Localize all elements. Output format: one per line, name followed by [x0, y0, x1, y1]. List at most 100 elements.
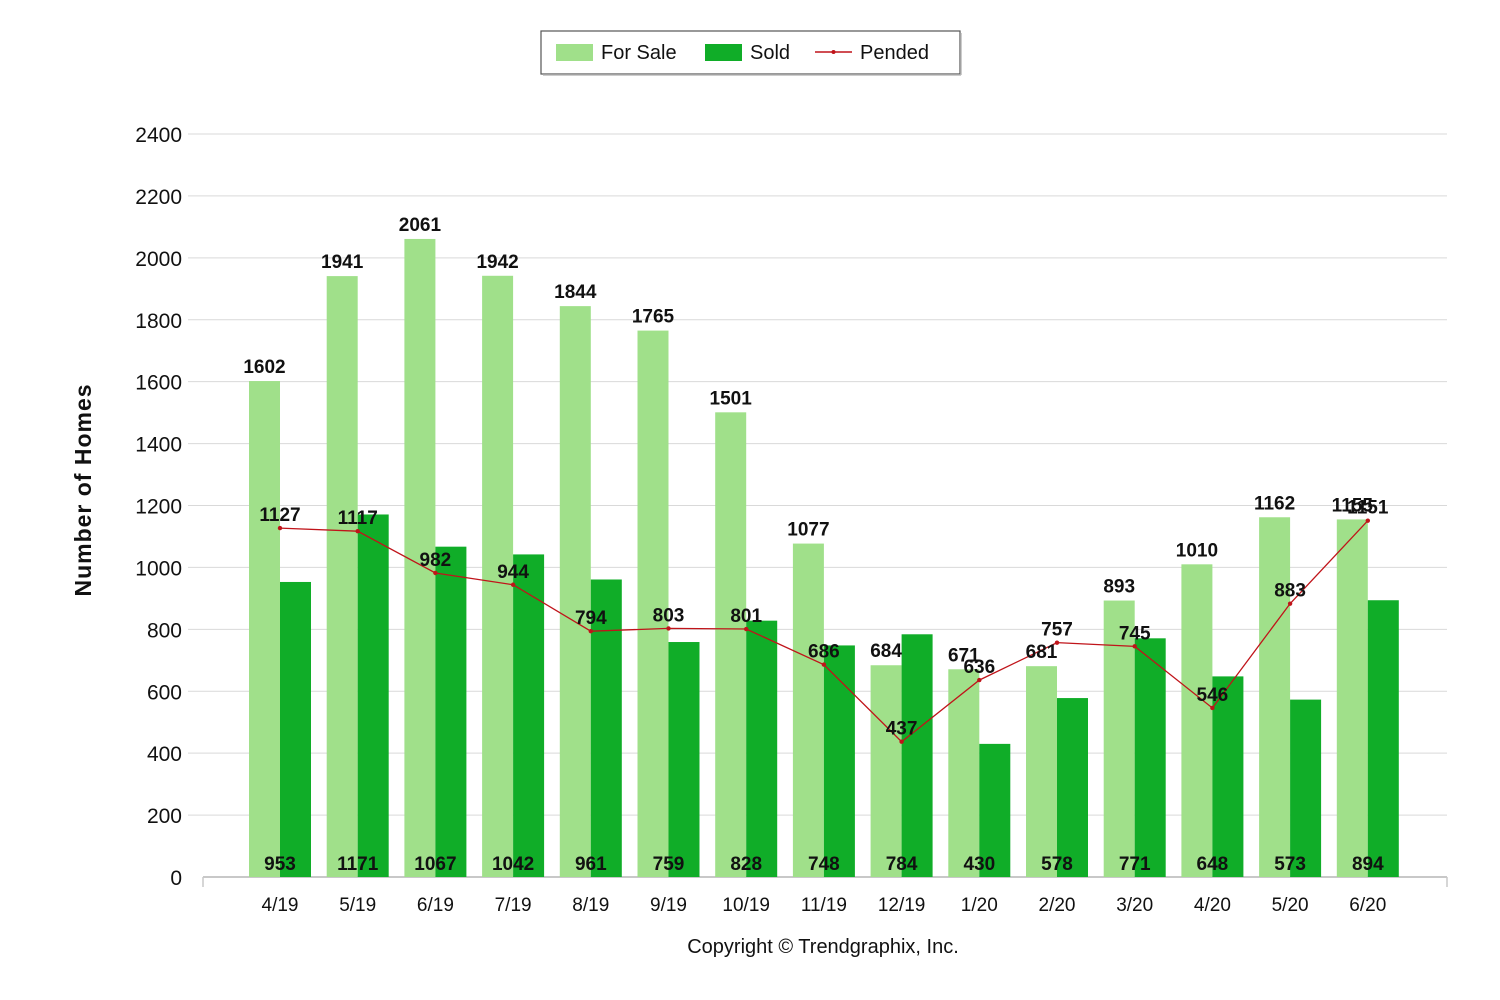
bar-sold — [668, 642, 700, 877]
data-label-pended: 794 — [575, 608, 607, 629]
x-tick-label: 5/20 — [1272, 895, 1309, 916]
bar-for-sale — [948, 669, 980, 877]
pended-point — [1287, 601, 1293, 606]
data-label-pended: 883 — [1274, 581, 1306, 602]
data-label-sold: 894 — [1352, 854, 1384, 875]
bar-sold — [590, 579, 622, 877]
data-label-sold: 771 — [1119, 854, 1151, 875]
bar-sold — [901, 634, 933, 877]
legend-swatch — [556, 44, 593, 61]
data-label-pended: 1151 — [1347, 498, 1389, 519]
bar-for-sale — [404, 238, 436, 878]
x-tick-label: 5/19 — [339, 895, 376, 916]
x-tick-label: 1/20 — [961, 895, 998, 916]
pended-point — [1132, 644, 1137, 649]
y-tick-label: 2000 — [135, 248, 182, 271]
legend-swatch — [705, 44, 742, 61]
x-tick-label: 9/19 — [650, 895, 687, 916]
data-label-sold: 953 — [264, 854, 296, 875]
pended-point — [977, 677, 982, 683]
data-label-pended: 982 — [420, 550, 452, 571]
data-label-for-sale: 1077 — [787, 520, 829, 541]
pended-point — [744, 626, 749, 632]
y-tick-label: 1800 — [135, 310, 182, 333]
data-label-pended: 1117 — [338, 508, 378, 529]
data-label-pended: 1127 — [259, 505, 300, 526]
legend-box — [540, 30, 961, 75]
data-label-pended: 803 — [653, 605, 685, 626]
legend-label: Pended — [860, 42, 929, 64]
pended-point — [1054, 640, 1060, 645]
data-label-pended: 944 — [497, 562, 529, 583]
x-tick-label: 4/20 — [1194, 895, 1231, 916]
series-sold — [280, 514, 1399, 877]
legend-label: For Sale — [601, 42, 677, 64]
bar-sold — [1134, 638, 1166, 877]
bar-sold — [979, 743, 1011, 877]
y-tick-label: 2200 — [135, 186, 182, 209]
data-label-for-sale: 1765 — [632, 307, 675, 328]
data-label-sold: 784 — [886, 854, 918, 875]
legend-label: Sold — [750, 42, 790, 64]
bar-for-sale — [870, 665, 902, 877]
data-label-for-sale: 1155 — [1332, 495, 1374, 516]
pended-point — [899, 739, 904, 744]
data-label-for-sale: 671 — [948, 645, 980, 666]
data-label-pended: 546 — [1197, 685, 1229, 706]
pended-point — [433, 570, 438, 576]
bar-for-sale — [326, 276, 358, 877]
bar-sold — [435, 546, 467, 877]
x-axis: 4/19 5/19 6/19 7/19 8/19 9/19 10/19 11/19 12/19 1… — [262, 895, 1387, 916]
data-label-pended: 636 — [963, 657, 995, 678]
bar-for-sale — [1026, 666, 1057, 877]
bar-for-sale — [1181, 564, 1213, 877]
bar-sold — [513, 554, 545, 877]
pended-point — [666, 626, 671, 631]
bar-sold — [357, 514, 389, 877]
data-label-for-sale: 684 — [870, 641, 902, 662]
bar-for-sale — [637, 330, 669, 877]
x-tick-label: 12/19 — [878, 895, 926, 916]
bar-sold — [1290, 699, 1322, 877]
bar-for-sale — [792, 543, 824, 877]
bar-sold — [1212, 676, 1244, 877]
y-tick-label: 0 — [170, 867, 182, 890]
pended-point — [1365, 518, 1371, 523]
y-tick-label: 1000 — [135, 557, 182, 580]
data-label-sold: 1067 — [414, 854, 456, 875]
data-label-pended: 801 — [730, 606, 762, 627]
pended-point — [355, 528, 360, 534]
x-tick-label: 8/19 — [572, 895, 609, 916]
data-label-sold: 1171 — [337, 854, 379, 875]
x-tick-label: 7/19 — [495, 895, 532, 916]
x-tick-label: 2/20 — [1039, 895, 1076, 916]
y-tick-label: 600 — [147, 681, 182, 704]
data-label-for-sale: 1941 — [321, 252, 364, 273]
x-tick-label: 4/19 — [262, 895, 299, 916]
y-tick-label: 1600 — [135, 372, 182, 395]
data-label-for-sale: 1602 — [243, 357, 285, 378]
legend: For Sale Sold Pended — [540, 30, 962, 76]
bar-for-sale — [1259, 517, 1291, 877]
bar-sold — [823, 645, 855, 877]
y-tick-label: 200 — [147, 805, 182, 828]
pended-point — [510, 582, 516, 587]
copyright-text: Copyright © Trendgraphix, Inc. — [687, 936, 959, 958]
x-tick-label: 10/19 — [722, 895, 770, 916]
data-label-sold: 573 — [1274, 854, 1306, 875]
data-label-pended: 437 — [886, 719, 918, 740]
x-tick-label: 6/19 — [417, 895, 454, 916]
y-tick-label: 1200 — [135, 496, 182, 519]
data-label-for-sale: 2061 — [399, 215, 442, 236]
legend-swatch-dot — [831, 50, 836, 54]
data-label-sold: 578 — [1041, 854, 1073, 875]
x-tick-label: 3/20 — [1116, 895, 1153, 916]
bar-for-sale — [715, 412, 747, 877]
data-label-for-sale: 893 — [1103, 577, 1135, 598]
data-label-for-sale: 1942 — [476, 252, 518, 273]
bar-sold — [1367, 600, 1399, 877]
bar-sold — [280, 581, 311, 877]
y-axis-label: Number of Homes — [70, 383, 96, 596]
y-tick-label: 1400 — [135, 434, 182, 457]
